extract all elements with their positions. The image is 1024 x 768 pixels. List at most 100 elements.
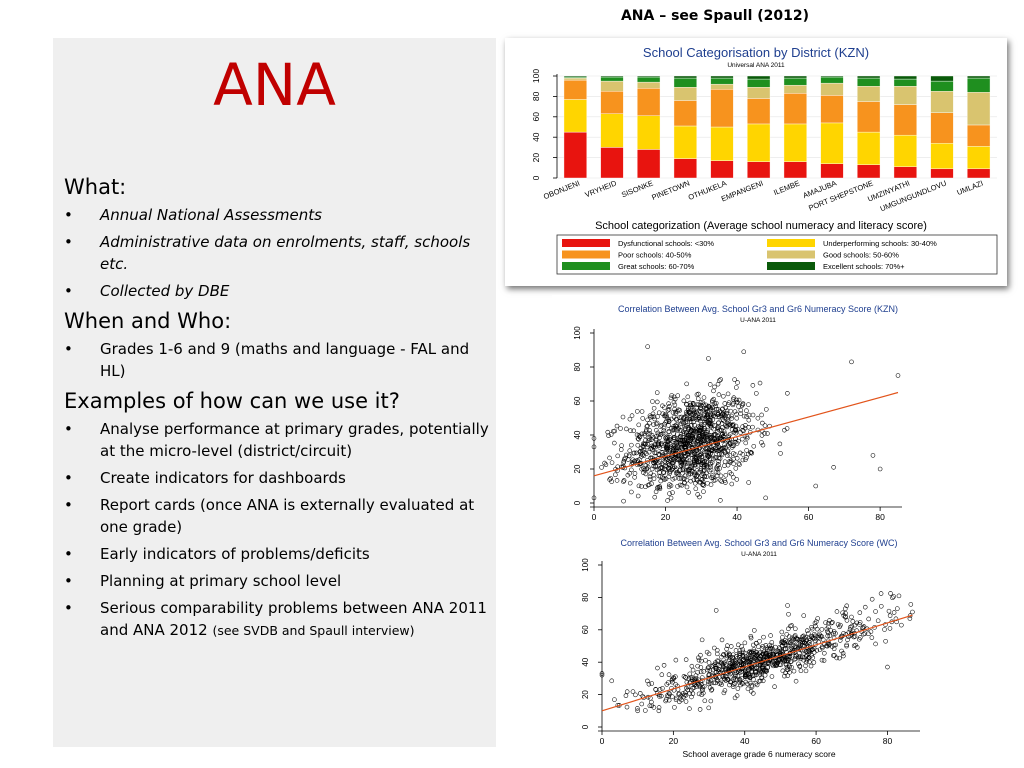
scatter-point (713, 403, 718, 409)
scatter-point (697, 494, 702, 500)
scatter-point (675, 393, 681, 398)
scatter-point (782, 673, 787, 679)
scatter-point (669, 393, 674, 398)
scatter-point (718, 498, 723, 503)
scatter-point (749, 683, 754, 688)
scatter-point (831, 653, 836, 658)
scatter-point (873, 609, 878, 614)
bar-segment (600, 91, 624, 114)
scatter-point (857, 622, 862, 627)
scatter-point (667, 462, 672, 468)
scatter-point (733, 466, 739, 471)
bar-segment (893, 86, 917, 105)
scatter-point (683, 657, 689, 662)
scatter-point (647, 474, 653, 479)
scatter-point (731, 429, 737, 435)
bullet-item: • Serious comparability problems between … (64, 597, 492, 642)
bullet-item: • Analyse performance at primary grades, … (64, 418, 492, 462)
scatter-point (655, 665, 660, 671)
scatter-point (656, 432, 661, 438)
scatter-point (646, 482, 652, 487)
scatter-point (714, 648, 720, 653)
scatter-point (608, 476, 613, 481)
scatter-point (738, 411, 743, 416)
scatter-point (672, 705, 677, 710)
scatter-point (696, 402, 701, 408)
scatter-point (734, 385, 739, 390)
scatter-point (854, 645, 860, 650)
scatter-point (910, 609, 915, 615)
bar-segment (747, 123, 771, 162)
scatter-point (769, 674, 775, 679)
scatter-point (666, 423, 671, 428)
scatter-point (827, 633, 833, 639)
scatter-point (716, 455, 722, 461)
scatter-point (667, 491, 672, 496)
scatter-point (830, 620, 835, 625)
scatter-point (698, 422, 704, 427)
scatter-point (740, 424, 745, 429)
scatter-point (695, 396, 701, 402)
scatter-point (668, 395, 674, 401)
bullet-text: Early indicators of problems/deficits (100, 545, 370, 563)
scatter-point (701, 669, 706, 674)
scatter-point (763, 650, 769, 656)
scatter-point (743, 679, 749, 685)
bar-segment (637, 76, 661, 83)
scatter-point (841, 653, 846, 659)
bar-segment (930, 91, 954, 113)
scatter-point (725, 417, 731, 422)
scatter-point (739, 644, 744, 649)
scatter-point (651, 463, 657, 469)
scatter-point (698, 428, 704, 433)
scatter-point (745, 686, 751, 692)
bar-segment (563, 79, 587, 100)
scatter-point (716, 420, 721, 426)
scatter-point (726, 400, 732, 405)
x-tick-label: 40 (732, 512, 742, 522)
scatter-point (728, 423, 734, 428)
scatter-point (851, 634, 857, 640)
y-tick-label: 0 (581, 724, 590, 729)
scatter-point (803, 668, 809, 674)
scatter-point (635, 493, 641, 499)
scatter-point (722, 463, 727, 468)
bar-segment (710, 89, 734, 128)
scatter-point (703, 657, 708, 663)
scatter-point (706, 417, 712, 423)
bar-segment (710, 160, 734, 179)
scatter-point (657, 485, 662, 490)
scatter-point (660, 686, 665, 691)
scatter-point (704, 474, 709, 480)
scatter-point (727, 432, 733, 437)
scatter-point (671, 675, 676, 680)
scatter-point (729, 471, 734, 477)
y-tick-label: 60 (531, 112, 541, 122)
scatter-point (686, 676, 692, 681)
scatter-point (716, 459, 722, 464)
scatter-point (701, 489, 706, 494)
scatter-point (701, 402, 706, 408)
scatter-points (599, 591, 915, 714)
scatter-point (704, 414, 709, 420)
scatter-point (639, 701, 645, 707)
bar-segment (637, 149, 661, 179)
scatter-point (714, 465, 719, 471)
scatter-point (696, 442, 701, 447)
scatter-point (721, 651, 726, 657)
scatter-point (843, 632, 849, 637)
scatter-point (763, 668, 769, 674)
scatter-point (606, 433, 611, 438)
scatter-point (718, 478, 723, 483)
scatter-point (660, 431, 666, 436)
scatter-point (668, 464, 673, 470)
scatter-point (733, 648, 739, 653)
y-tick-label: 40 (531, 132, 541, 142)
bullet-item: • Grades 1-6 and 9 (maths and language - … (64, 338, 492, 382)
scatter-point (831, 465, 836, 470)
scatter-point (722, 442, 727, 447)
scatter-point (677, 482, 683, 488)
scatter-point (753, 681, 759, 686)
scatter-point (840, 651, 846, 656)
scatter-point (744, 414, 749, 419)
